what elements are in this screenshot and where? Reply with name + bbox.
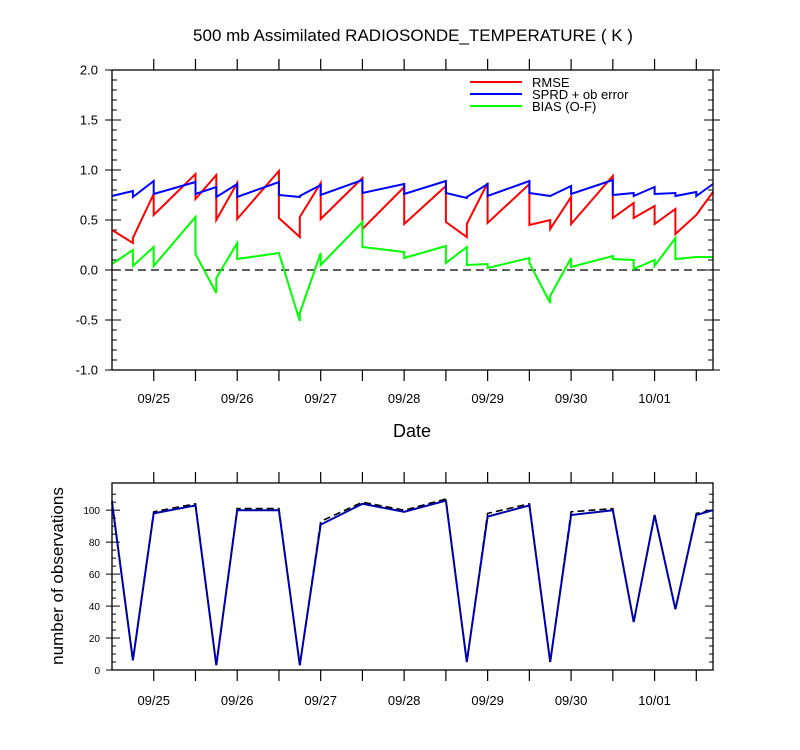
x-tick-label: 09/27	[304, 391, 337, 406]
x-tick-label: 09/30	[555, 391, 588, 406]
bottom-axis-ticks	[106, 472, 713, 681]
x-tick-label: 09/29	[471, 391, 504, 406]
x-tick-label: 09/25	[137, 391, 170, 406]
top-y-tick-labels: -1.0 -0.5 0.0 0.5 1.0 1.5 2.0	[76, 63, 98, 378]
legend-item: BIAS (O-F)	[470, 99, 596, 114]
obs-dashed-line	[111, 497, 714, 666]
x-axis-label: Date	[393, 421, 431, 441]
x-tick-label: 09/26	[221, 693, 254, 708]
bottom-x-tick-labels: 09/25 09/26 09/27 09/28 09/29 09/30 10/01	[137, 693, 670, 708]
y-tick-label: 0	[94, 666, 100, 677]
x-tick-label: 10/01	[638, 391, 671, 406]
legend-item: SPRD + ob error	[470, 87, 629, 102]
y-tick-label: 80	[89, 538, 101, 549]
legend-label: SPRD + ob error	[532, 87, 629, 102]
chart-title: 500 mb Assimilated RADIOSONDE_TEMPERATUR…	[193, 26, 633, 45]
y-tick-label: 2.0	[80, 63, 98, 78]
legend-label: BIAS (O-F)	[532, 99, 596, 114]
top-series-group	[111, 168, 714, 322]
series-line-bias-o-f	[111, 214, 713, 322]
obs-solid-line	[111, 499, 714, 666]
y-tick-label: 100	[83, 506, 100, 517]
x-tick-label: 09/28	[388, 693, 421, 708]
bottom-plot-frame	[111, 482, 714, 671]
top-axis-ticks	[105, 59, 720, 381]
x-tick-label: 09/26	[221, 391, 254, 406]
top-x-tick-labels: 09/25 09/26 09/27 09/28 09/29 09/30 10/01	[137, 391, 670, 406]
top-chart: 500 mb Assimilated RADIOSONDE_TEMPERATUR…	[76, 26, 720, 441]
y-tick-label: -0.5	[76, 313, 98, 328]
top-plot-frame	[111, 69, 714, 371]
x-tick-label: 09/25	[137, 693, 170, 708]
y-axis-label: number of observations	[48, 487, 67, 665]
x-tick-label: 09/30	[555, 693, 588, 708]
y-tick-label: 40	[89, 602, 101, 613]
y-tick-label: 60	[89, 570, 101, 581]
y-tick-label: 1.0	[80, 163, 98, 178]
y-tick-label: -1.0	[76, 363, 98, 378]
x-tick-label: 09/29	[471, 693, 504, 708]
y-tick-label: 20	[89, 634, 101, 645]
y-tick-label: 1.5	[80, 113, 98, 128]
legend-label: RMSE	[532, 75, 570, 90]
x-tick-label: 09/28	[388, 391, 421, 406]
series-line-rmse	[111, 168, 714, 245]
x-tick-label: 09/27	[304, 693, 337, 708]
bottom-series-group	[111, 497, 714, 666]
x-tick-label: 10/01	[638, 693, 671, 708]
y-tick-label: 0.5	[80, 213, 98, 228]
y-tick-label: 0.0	[80, 263, 98, 278]
series-line-sprd-ob-error	[111, 178, 714, 200]
bottom-y-tick-labels: 0 20 40 60 80 100	[83, 506, 100, 677]
legend-item: RMSE	[470, 75, 570, 90]
